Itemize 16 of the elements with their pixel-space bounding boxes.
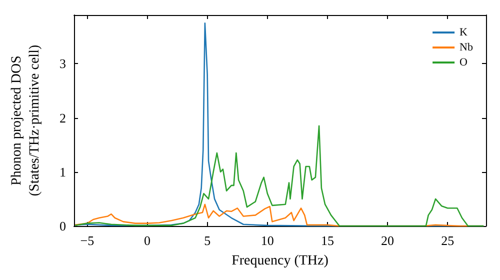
x-axis-title: Frequency (THz) xyxy=(232,253,329,268)
x-tick-label: −5 xyxy=(80,233,94,248)
y-tick-label: 2 xyxy=(60,110,66,126)
x-tick-label: 0 xyxy=(144,233,151,248)
y-tick-label: 1 xyxy=(60,164,66,180)
x-tick-label: 25 xyxy=(441,233,454,248)
x-tick-label: 10 xyxy=(260,233,274,248)
legend-label: K xyxy=(460,26,468,38)
y-tick-label: 3 xyxy=(60,56,66,72)
legend-label: Nb xyxy=(460,42,474,54)
x-tick-label: 5 xyxy=(204,233,211,248)
x-tick-label: 20 xyxy=(381,233,394,248)
y-axis-title: Phonon projected DOS (States/THz·primitive cell) xyxy=(10,44,42,196)
legend-label: O xyxy=(460,56,468,68)
x-tick-label: 15 xyxy=(320,233,334,248)
y-tick-label: 0 xyxy=(60,218,66,234)
